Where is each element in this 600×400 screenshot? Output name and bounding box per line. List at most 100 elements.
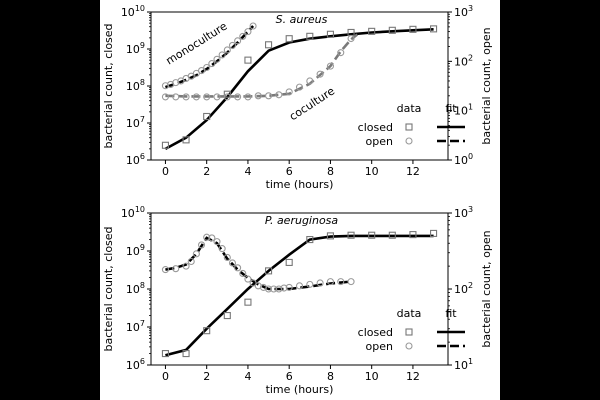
data-point-open [337,49,345,57]
data-point-closed [306,32,314,40]
figure-panel: 0 2 4 6 8 10 12 106 107 108 109 1010 100 101 102 103 tim… [100,0,500,400]
data-point-open [316,70,324,78]
x-tick-label: 10 [365,165,379,178]
figure-svg: 0 2 4 6 8 10 121061071081091010100101102103tim… [102,4,493,396]
x-tick-label: 4 [244,165,251,178]
legend-open-label: open [366,135,393,148]
legend-open-marker [405,137,413,145]
x-tick-label: 6 [286,370,293,383]
data-point-closed [265,41,273,49]
legend-open-label: open [366,340,393,353]
data-point-open [316,279,324,287]
x-tick-label: 0 [162,165,169,178]
y-right-tick-label: 102 [454,53,473,68]
data-point-open [197,241,206,249]
legend-closed-label: closed [358,326,393,339]
data-point-closed [430,25,438,33]
data-point-open [337,278,345,286]
legend-data-header: data [397,307,422,320]
data-point-open [280,284,288,292]
x-tick-label: 12 [406,165,420,178]
data-point-open [249,279,257,287]
y-right-axis-label: bacterial count, open [480,27,493,144]
legend-closed-marker [405,123,413,131]
y-left-tick-label: 106 [126,152,145,167]
y-right-tick-label: 103 [454,4,473,19]
data-point-open [275,91,283,99]
x-axis-label: time (hours) [266,383,334,396]
data-point-closed [285,35,293,43]
data-point-open [218,245,226,253]
data-point-open [270,285,278,293]
data-point-closed [430,229,438,237]
data-point-open [172,265,180,273]
data-point-open [295,83,304,91]
data-point-open [249,22,257,30]
data-point-open [161,93,169,101]
chart-p-aeruginosa: 0 2 4 6 8 10 12 106 107 108 109 1010 101 102 103 time (… [102,205,493,396]
data-point-open [234,37,242,45]
data-point-open [223,93,231,101]
data-point-closed [326,232,334,240]
y-right-tick-label: 102 [454,281,473,296]
data-point-open [223,253,231,262]
data-point-open [182,262,190,270]
data-point-open [306,280,314,288]
data-point-open [244,28,252,36]
y-left-tick-label: 107 [126,319,145,334]
data-point-closed [244,298,252,306]
data-point-open [213,55,221,63]
data-point-closed [388,231,396,239]
data-point-closed [203,327,211,335]
data-point-closed [203,112,211,121]
y-left-tick-label: 107 [126,115,145,130]
y-right-tick-label: 100 [454,152,473,167]
data-point-open [239,269,247,278]
data-point-closed [347,231,355,239]
data-point-open [203,233,211,241]
legend-open-marker [405,342,413,350]
y-left-tick-label: 1010 [121,4,145,19]
data-point-open [228,259,237,267]
data-point-closed [326,30,334,38]
data-point-closed [285,258,293,266]
x-tick-label: 4 [244,370,251,383]
data-point-open [285,283,293,291]
data-point-closed [306,236,314,244]
data-point-open [223,46,231,54]
fit-line-open [165,236,352,291]
data-point-open [161,266,169,274]
y-right-tick-label: 103 [454,205,473,220]
data-point-open [275,285,283,293]
y-left-axis-label: bacterial count, closed [102,23,115,148]
y-left-axis-label: bacterial count, closed [102,226,115,351]
data-point-open [244,93,252,101]
data-point-closed [223,312,231,320]
data-point-closed [368,27,376,35]
x-tick-label: 0 [162,370,169,383]
data-point-open [203,63,211,72]
data-point-open [182,93,190,101]
data-point-open [254,92,262,100]
data-point-open [172,93,180,101]
data-point-open [234,93,242,101]
fit-line-open [165,25,255,89]
x-tick-label: 2 [203,165,210,178]
data-point-open [203,93,211,101]
data-point-open [285,88,293,96]
y-left-tick-label: 108 [126,78,145,93]
data-point-open [265,92,273,100]
data-point-open [213,238,221,246]
data-point-closed [182,136,190,144]
data-point-closed [161,141,169,149]
data-point-closed [265,267,273,275]
data-point-open [192,93,200,101]
y-left-tick-label: 109 [126,41,145,56]
data-point-closed [409,231,417,239]
data-point-closed [244,56,252,64]
x-tick-label: 12 [406,370,420,383]
y-right-tick-label: 101 [454,357,473,372]
data-point-closed [161,350,169,358]
y-right-axis-label: bacterial count, open [480,230,493,347]
